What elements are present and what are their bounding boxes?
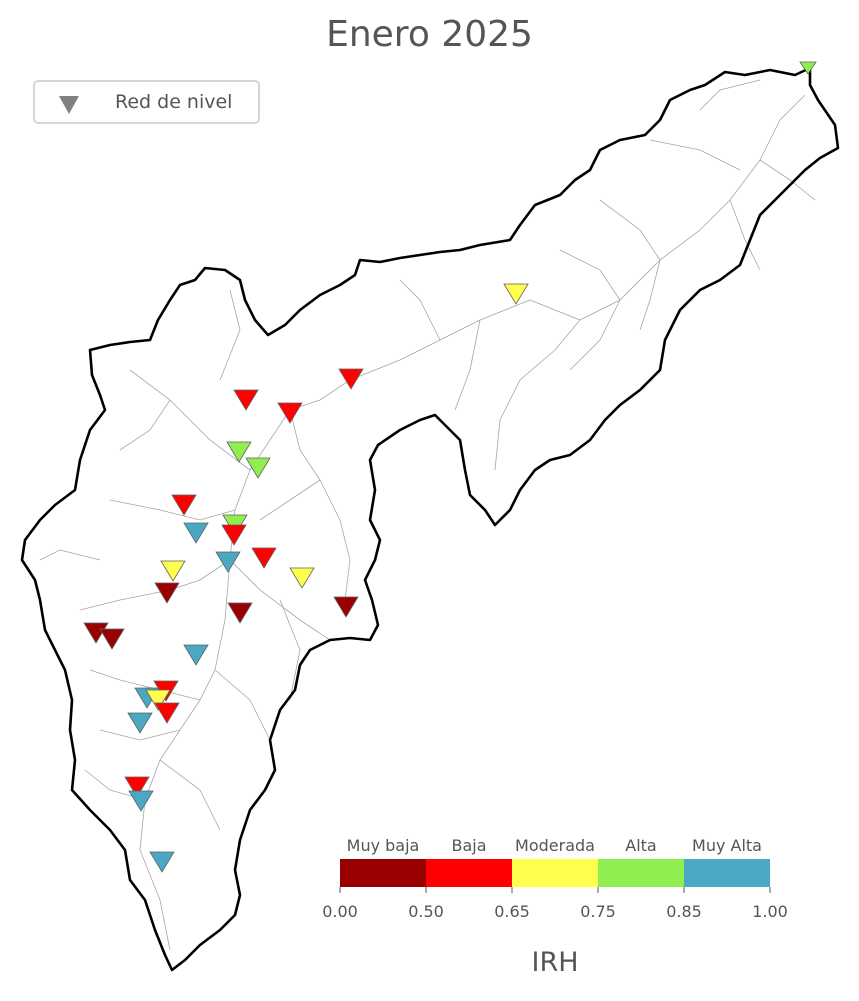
station-marker — [289, 567, 315, 589]
colorbar-tick-label: 0.00 — [322, 902, 358, 921]
station-marker — [127, 712, 153, 734]
colorbar-category-label: Baja — [451, 836, 486, 855]
basin-boundary — [20, 66, 840, 972]
station-marker — [171, 494, 197, 516]
river-network — [39, 79, 816, 951]
station-marker — [338, 368, 364, 390]
station-marker — [503, 283, 529, 305]
colorbar-category-label: Moderada — [515, 836, 595, 855]
station-marker — [245, 457, 271, 479]
station-marker — [277, 402, 303, 424]
colorbar-segment — [340, 859, 426, 887]
colorbar-tick-label: 0.75 — [580, 902, 616, 921]
station-marker — [124, 776, 150, 798]
station-marker-icon — [59, 96, 79, 114]
colorbar-tick-label: 0.50 — [408, 902, 444, 921]
station-marker — [160, 560, 186, 582]
colorbar-category-label: Muy baja — [347, 836, 420, 855]
map-title: Enero 2025 — [326, 14, 533, 55]
station-marker — [799, 61, 817, 75]
colorbar-segment — [598, 859, 684, 887]
station-marker — [154, 702, 180, 724]
station-markers — [83, 61, 817, 873]
station-marker — [251, 547, 277, 569]
station-marker — [99, 628, 125, 650]
station-marker — [128, 790, 154, 812]
station-marker — [183, 522, 209, 544]
colorbar-segment — [426, 859, 512, 887]
colorbar-segment — [512, 859, 598, 887]
colorbar-axis-label: IRH — [531, 947, 578, 978]
colorbar-category-label: Alta — [625, 836, 656, 855]
station-marker — [215, 551, 241, 573]
station-marker — [333, 596, 359, 618]
map-legend: Red de nivel — [33, 80, 260, 124]
station-marker — [154, 582, 180, 604]
legend-label: Red de nivel — [115, 91, 233, 113]
station-marker — [149, 851, 175, 873]
colorbar-tick-label: 0.85 — [666, 902, 702, 921]
colorbar-tick-label: 0.65 — [494, 902, 530, 921]
station-marker — [183, 644, 209, 666]
station-marker — [226, 441, 252, 463]
station-marker — [233, 389, 259, 411]
colorbar-category-label: Muy Alta — [692, 836, 762, 855]
colorbar-tick-label: 1.00 — [752, 902, 788, 921]
station-marker — [221, 524, 247, 546]
station-marker — [227, 602, 253, 624]
station-marker — [145, 689, 171, 711]
colorbar-segment — [684, 859, 770, 887]
